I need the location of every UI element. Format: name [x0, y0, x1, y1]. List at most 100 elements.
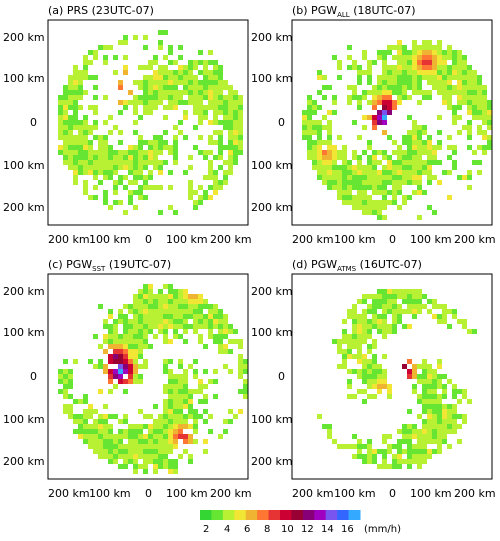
rain-cell: [163, 409, 168, 414]
rain-cell: [188, 190, 193, 195]
rain-cell: [372, 369, 377, 374]
rain-cell: [178, 319, 183, 324]
rain-cell: [68, 404, 73, 409]
rain-cell: [173, 95, 178, 100]
rain-cell: [143, 45, 148, 50]
rain-cell: [417, 399, 422, 404]
rain-cell: [437, 85, 442, 90]
rain-cell: [422, 90, 427, 95]
rain-cell: [417, 180, 422, 185]
rain-cell: [148, 424, 153, 429]
rain-cell: [417, 100, 422, 105]
rain-cell: [417, 130, 422, 135]
rain-cell: [143, 364, 148, 369]
rain-cell: [407, 170, 412, 175]
rain-cell: [93, 185, 98, 190]
rain-cell: [223, 349, 228, 354]
rain-cell: [417, 50, 422, 55]
rain-cell: [417, 414, 422, 419]
rain-cell: [437, 399, 442, 404]
rain-cell: [367, 459, 372, 464]
rain-cell: [133, 434, 138, 439]
rain-cell: [322, 150, 327, 155]
rain-cell: [178, 314, 183, 319]
rain-cell: [198, 334, 203, 339]
rain-cell: [173, 90, 178, 95]
rain-cell: [173, 394, 178, 399]
rain-cell: [447, 80, 452, 85]
rain-cell: [223, 314, 228, 319]
rain-cell: [153, 294, 158, 299]
rain-cell: [128, 180, 133, 185]
rain-cell: [123, 444, 128, 449]
rain-cell: [153, 304, 158, 309]
rain-cell: [93, 95, 98, 100]
rain-cell: [108, 170, 113, 175]
rain-cell: [228, 339, 233, 344]
rain-cell: [218, 329, 223, 334]
rain-cell: [447, 100, 452, 105]
rain-cell: [352, 434, 357, 439]
rain-cell: [118, 454, 123, 459]
rain-cell: [168, 90, 173, 95]
rain-cell: [113, 359, 118, 364]
rain-cell: [128, 170, 133, 175]
rain-cell: [203, 449, 208, 454]
rain-cell: [467, 135, 472, 140]
rain-cell: [228, 324, 233, 329]
rain-cell: [407, 195, 412, 200]
rain-cell: [138, 115, 143, 120]
rain-cell: [472, 70, 477, 75]
rain-cell: [118, 339, 123, 344]
rain-cell: [337, 339, 342, 344]
rain-cell: [337, 170, 342, 175]
rain-cell: [238, 409, 243, 414]
rain-cell: [113, 185, 118, 190]
panel-a-xtick-5: 200 km: [210, 233, 252, 246]
rain-cell: [183, 294, 188, 299]
rain-cell: [392, 294, 397, 299]
rain-cell: [367, 170, 372, 175]
rain-cell: [98, 180, 103, 185]
rain-cell: [362, 329, 367, 334]
rain-cell: [377, 175, 382, 180]
rain-cell: [168, 459, 173, 464]
rain-cell: [367, 364, 372, 369]
rain-cell: [153, 160, 158, 165]
rain-cell: [457, 50, 462, 55]
rain-cell: [337, 344, 342, 349]
rain-cell: [63, 120, 68, 125]
rain-cell: [437, 160, 442, 165]
rain-cell: [103, 364, 108, 369]
rain-cell: [462, 414, 467, 419]
rain-cell: [63, 384, 68, 389]
rain-cell: [153, 75, 158, 80]
rain-cell: [158, 319, 163, 324]
rain-cell: [138, 85, 143, 90]
rain-cell: [208, 140, 213, 145]
rain-cell: [367, 80, 372, 85]
rain-cell: [63, 140, 68, 145]
panel-a-xtick-1: 200 km: [48, 233, 90, 246]
rain-cell: [467, 145, 472, 150]
rain-cell: [198, 294, 203, 299]
rain-cell: [357, 195, 362, 200]
rain-cell: [213, 85, 218, 90]
rain-cell: [143, 359, 148, 364]
rain-cell: [148, 324, 153, 329]
rain-cell: [238, 150, 243, 155]
rain-cell: [427, 150, 432, 155]
rain-cell: [312, 125, 317, 130]
rain-cell: [203, 75, 208, 80]
rain-cell: [188, 195, 193, 200]
rain-cell: [387, 65, 392, 70]
rain-cell: [407, 85, 412, 90]
rain-cell: [457, 80, 462, 85]
rain-cell: [138, 304, 143, 309]
rain-cell: [153, 299, 158, 304]
rain-cell: [477, 170, 482, 175]
rain-cell: [457, 175, 462, 180]
rain-cell: [437, 180, 442, 185]
rain-cell: [407, 140, 412, 145]
rain-cell: [158, 424, 163, 429]
